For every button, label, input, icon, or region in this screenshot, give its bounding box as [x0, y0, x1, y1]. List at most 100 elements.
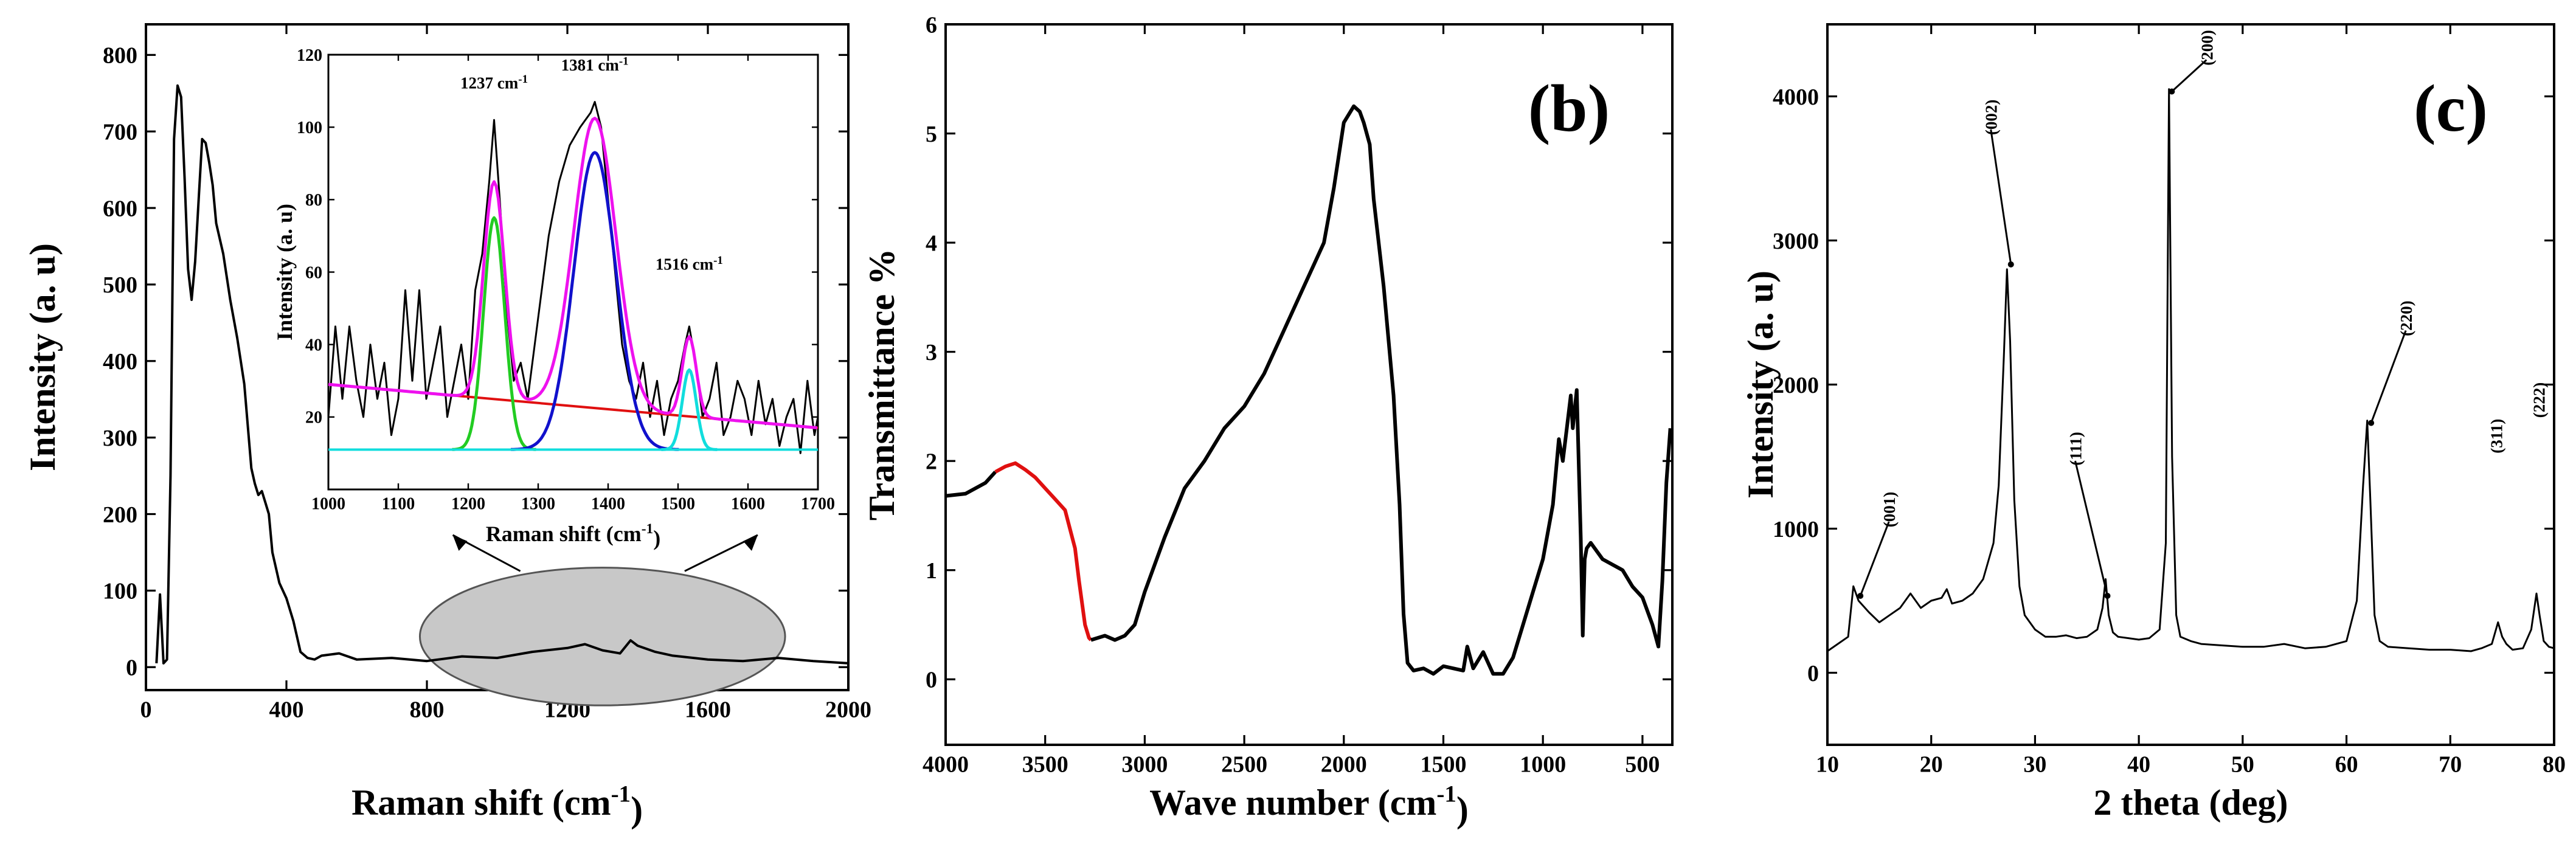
a-arrowhead-right [743, 535, 758, 551]
a-inset-peak-label-sup: -1 [518, 73, 528, 86]
a-inset-xaxis-title-close: ) [653, 526, 660, 550]
a-inset-peak-label-main: 1381 cm [561, 56, 620, 74]
c-peak-arrow [2171, 59, 2207, 92]
a-inset-series-fit-total [328, 117, 818, 430]
a-inset-xtick-label: 1500 [661, 494, 695, 513]
a-inset-yaxis-title: Intensity (a. u) [272, 204, 297, 340]
b-series-FTIR-black-2 [1090, 104, 1672, 676]
c-peak-label: (311) [2488, 419, 2506, 454]
c-peak-arrow [1859, 521, 1890, 596]
c-xtick-label: 70 [2439, 752, 2462, 777]
a-ytick-label: 200 [103, 502, 137, 528]
b-ytick-label: 5 [926, 122, 937, 147]
c-ytick-label: 0 [1807, 661, 1819, 686]
a-xtick-label: 2000 [825, 697, 871, 722]
a-inset-ytick-label: 40 [305, 336, 322, 354]
a-inset-peak-label-sup: -1 [713, 254, 723, 267]
a-xaxis-title-main: Raman shift (cm [351, 783, 611, 823]
c-peak-arrowhead [2007, 261, 2014, 268]
a-ytick-label: 100 [103, 579, 137, 604]
c-xtick-label: 40 [2127, 752, 2150, 777]
a-inset-peak-label-main: 1516 cm [656, 255, 714, 274]
a-ytick-label: 700 [103, 120, 137, 145]
b-xtick-label: 2500 [1221, 752, 1267, 777]
a-xtick-label: 1600 [685, 697, 731, 722]
a-ytick-label: 500 [103, 272, 137, 298]
c-peak-arrowhead [1857, 593, 1864, 599]
b-xaxis-title-main: Wave number (cm [1149, 783, 1436, 823]
panel-a: 0 400 800 1200 1600 2000 0 100 200 300 400 500 600 70… [23, 23, 871, 830]
c-ytick-label: 4000 [1773, 85, 1819, 110]
a-xtick-label: 0 [140, 697, 152, 722]
c-peak-label: (002) [1982, 100, 2001, 135]
b-xaxis-title-sup: -1 [1436, 781, 1456, 807]
c-peak-label: (111) [2067, 432, 2085, 466]
c-peak-label: (001) [1880, 492, 1899, 527]
a-inset-xtick-label: 1400 [591, 494, 625, 513]
a-inset-xtick-label: 1300 [521, 494, 555, 513]
a-inset-ytick-label: 100 [297, 119, 322, 137]
b-ytick-label: 0 [926, 668, 937, 693]
c-peak-arrow [1990, 129, 2012, 265]
b-xaxis-title: Wave number (cm-1) [1149, 781, 1469, 830]
b-xtick-label: 2000 [1321, 752, 1367, 777]
c-peak-arrow [2074, 460, 2108, 596]
a-inset-xaxis-title-sup: -1 [642, 521, 654, 537]
c-peak-arrowhead [2169, 88, 2175, 95]
c-peak-arrow [2370, 330, 2407, 424]
a-inset-xtick-label: 1200 [451, 494, 485, 513]
c-peak-arrowhead [2104, 593, 2111, 599]
b-series-FTIR-black [945, 471, 997, 498]
b-ytick-label: 2 [926, 449, 937, 474]
c-ytick-label: 3000 [1773, 229, 1819, 254]
a-ytick-label: 800 [103, 43, 137, 69]
panel-b: 4000 3500 3000 2500 2000 1500 1000 500 0 1 2 3 4 5 6 Wa… [862, 12, 1674, 830]
a-inset-xtick-label: 1700 [801, 494, 835, 513]
a-inset-peak-label: 1381 cm-1 [561, 55, 629, 74]
a-inset-peak-label-sup: -1 [619, 55, 629, 67]
b-plot-frame [944, 23, 1674, 746]
a-xaxis-title-close: ) [631, 790, 643, 830]
c-panel-label: (c) [2414, 71, 2488, 145]
a-ytick-label: 300 [103, 426, 137, 451]
a-inset-xtick-label: 1000 [311, 494, 345, 513]
b-panel-label: (b) [1528, 71, 1610, 145]
a-inset-series-peak-1516 [661, 368, 718, 451]
a-xaxis-title: Raman shift (cm-1) [351, 781, 643, 830]
b-xtick-label: 500 [1625, 752, 1660, 777]
a-inset-ytick-label: 120 [297, 46, 322, 65]
c-xtick-label: 50 [2231, 752, 2254, 777]
b-xtick-label: 4000 [923, 752, 969, 777]
a-inset-series-peak-1381 [510, 151, 679, 451]
a-inset-xaxis-title-main: Raman shift (cm [486, 522, 642, 546]
b-xaxis-title-close: ) [1456, 790, 1469, 830]
c-ytick-label: 1000 [1773, 517, 1819, 542]
a-inset-series-data [327, 101, 819, 454]
a-inset-xtick-label: 1600 [731, 494, 765, 513]
b-ytick-label: 3 [926, 340, 937, 365]
c-xaxis-title: 2 theta (deg) [2094, 783, 2288, 823]
a-inset-ytick-label: 20 [305, 409, 322, 427]
b-ytick-label: 4 [926, 230, 937, 256]
b-yaxis-title: Transmittance % [862, 249, 902, 520]
c-xtick-label: 20 [1920, 752, 1943, 777]
c-peak-label: (222) [2530, 382, 2548, 418]
a-ytick-label: 0 [126, 655, 137, 681]
b-ytick-label: 6 [926, 12, 937, 38]
c-peak-arrowhead [2368, 420, 2375, 426]
a-inset-ytick-label: 80 [305, 191, 322, 210]
c-peak-label: (200) [2198, 30, 2216, 65]
a-inset-xtick-label: 1100 [382, 494, 415, 513]
a-xaxis-title-sup: -1 [611, 781, 631, 807]
a-ytick-label: 600 [103, 196, 137, 221]
c-xtick-label: 80 [2543, 752, 2566, 777]
a-xtick-label: 800 [410, 697, 445, 722]
b-ytick-label: 1 [926, 558, 937, 584]
a-yaxis-title: Intensity (a. u) [23, 243, 63, 471]
a-inset-peak-label-main: 1237 cm [460, 74, 519, 92]
a-ytick-label: 400 [103, 349, 137, 375]
a-xtick-label: 400 [269, 697, 304, 722]
b-series-FTIR-red [994, 461, 1093, 641]
